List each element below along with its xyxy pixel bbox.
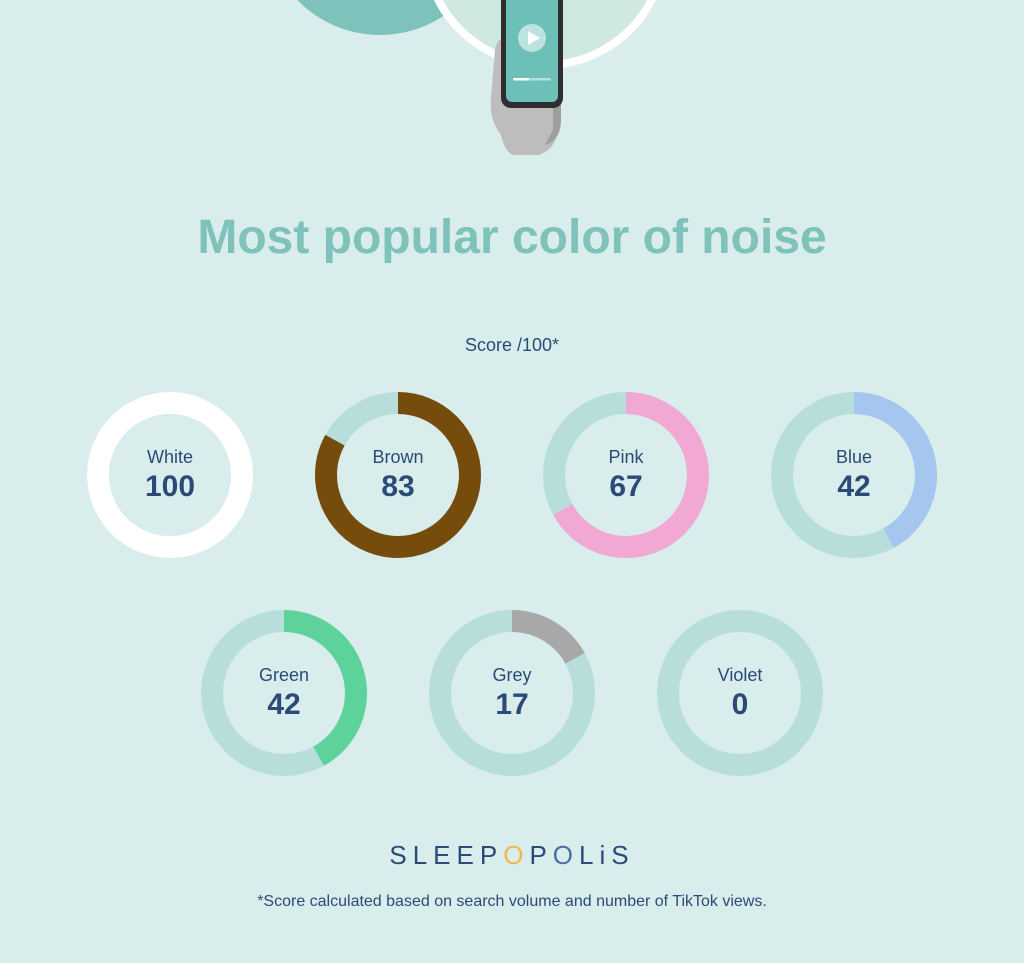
header-illustration (0, 0, 1024, 190)
deco-circle-center (425, 0, 665, 65)
donut-value: 42 (267, 688, 300, 722)
donut-pink: Pink67 (536, 385, 716, 565)
donut-grid: White100Brown83Pink67Blue42 Green42Grey1… (0, 385, 1024, 821)
donut-violet: Violet0 (650, 603, 830, 783)
donut-value: 100 (145, 470, 195, 504)
donut-value: 83 (381, 470, 414, 504)
brand-logo: SLEEPOPOLiS (0, 840, 1024, 871)
donut-value: 17 (495, 688, 528, 722)
donut-label: Violet (718, 665, 763, 686)
donut-blue: Blue42 (764, 385, 944, 565)
donut-row-1: White100 Brown83 Pink67 Blue42 (0, 385, 1024, 565)
donut-label: Blue (836, 447, 872, 468)
phone-illustration (491, 0, 563, 155)
deco-circle-left (265, 0, 495, 35)
donut-brown: Brown83 (308, 385, 488, 565)
donut-label: White (147, 447, 193, 468)
donut-label: Pink (608, 447, 643, 468)
donut-label: Brown (372, 447, 423, 468)
donut-row-2: Green42 Grey17 Violet0 (0, 603, 1024, 783)
page-title: Most popular color of noise (0, 210, 1024, 265)
donut-value: 0 (732, 688, 749, 722)
donut-label: Green (259, 665, 309, 686)
donut-green: Green42 (194, 603, 374, 783)
donut-label: Grey (492, 665, 531, 686)
donut-value: 42 (837, 470, 870, 504)
donut-grey: Grey17 (422, 603, 602, 783)
score-subtitle: Score /100* (0, 335, 1024, 356)
donut-value: 67 (609, 470, 642, 504)
donut-white: White100 (80, 385, 260, 565)
footnote: *Score calculated based on search volume… (0, 893, 1024, 911)
